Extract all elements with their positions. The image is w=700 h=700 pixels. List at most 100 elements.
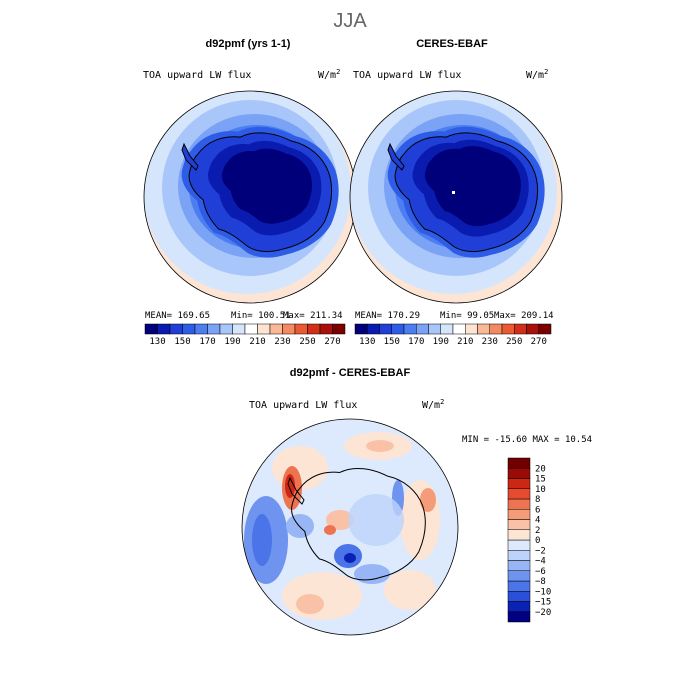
- colorbar: 130 150 170 190 210 230 250 270: [354, 323, 552, 347]
- colorbar-tick-label: 15: [535, 475, 546, 485]
- colorbar-tick-label: 250: [506, 337, 522, 347]
- colorbar-tick-label: 2: [535, 526, 540, 536]
- colorbar-swatch: [428, 323, 441, 335]
- panel-title: d92pmf - CERES-EBAF: [290, 367, 411, 379]
- colorbar-swatch: [182, 323, 196, 335]
- colorbar-swatch: [507, 468, 531, 479]
- colorbar-swatch: [319, 323, 333, 335]
- colorbar-swatch: [332, 323, 346, 335]
- anomaly-patch: [384, 570, 436, 610]
- colorbar-swatch: [207, 323, 221, 335]
- colorbar-swatch: [538, 323, 552, 335]
- colorbar-tick-label: 130: [359, 337, 375, 347]
- colorbar-swatch: [244, 323, 258, 335]
- colorbar-tick-label: 190: [224, 337, 240, 347]
- colorbar-tick-label: 10: [535, 485, 546, 495]
- units-label: W/m2: [422, 398, 444, 411]
- colorbar-swatch: [477, 323, 490, 335]
- units-text: W/m: [422, 400, 440, 411]
- figure-title: JJA: [333, 10, 367, 32]
- colorbar-swatch: [416, 323, 429, 335]
- colorbar-tick-label: 190: [433, 337, 449, 347]
- colorbar-tick-label: −6: [535, 567, 546, 577]
- anomaly-patch: [282, 572, 362, 620]
- stat-min-max: MIN = -15.60 MAX = 10.54: [462, 435, 592, 445]
- colorbar-swatch: [391, 323, 405, 335]
- colorbar-tick-label: −4: [535, 557, 546, 567]
- colorbar-tick-label: 270: [531, 337, 547, 347]
- anomaly-patch: [348, 494, 404, 546]
- colorbar-tick-label: 230: [482, 337, 498, 347]
- colorbar-tick-label: 230: [274, 337, 290, 347]
- colorbar-swatch: [367, 323, 380, 335]
- stat-min: Min= 99.05: [440, 311, 494, 321]
- stat-max: Max= 211.34: [283, 311, 343, 321]
- colorbar-tick-label: 210: [249, 337, 265, 347]
- colorbar-tick-label: 170: [408, 337, 424, 347]
- colorbar-swatch: [507, 580, 531, 592]
- anomaly-patch: [344, 553, 356, 563]
- colorbar-swatch: [507, 601, 531, 612]
- colorbar-tick-label: 150: [384, 337, 400, 347]
- colorbar-swatch: [507, 611, 531, 623]
- panel-title: CERES-EBAF: [416, 38, 488, 50]
- polar-map: [242, 419, 458, 635]
- panel-model: d92pmf (yrs 1-1) TOA upward LW flux W/m 2…: [143, 38, 357, 347]
- missing-data-marker: [452, 191, 455, 194]
- colorbar-tick-label: 170: [199, 337, 215, 347]
- panel-obs: CERES-EBAF TOA upward LW flux W/m2 MEAN=…: [349, 38, 563, 347]
- colorbar-tick-label: 6: [535, 505, 540, 515]
- colorbar-tick-label: 150: [174, 337, 190, 347]
- colorbar-tick-label: −20: [535, 608, 551, 618]
- colorbar-swatch: [465, 323, 478, 335]
- anomaly-patch: [354, 564, 390, 584]
- colorbar-swatch: [169, 323, 183, 335]
- panel-title: d92pmf (yrs 1-1): [206, 38, 291, 50]
- colorbar-swatch: [269, 323, 283, 335]
- polar-map: [144, 91, 356, 303]
- colorbar-tick-label: −10: [535, 587, 551, 597]
- stat-min: Min= 100.51: [231, 311, 291, 321]
- colorbar-swatch: [507, 509, 531, 520]
- colorbar-swatch: [294, 323, 308, 335]
- colorbar-swatch: [379, 323, 392, 335]
- colorbar-swatch: [307, 323, 321, 335]
- colorbar-tick-label: 20: [535, 464, 546, 474]
- units-label: W/m2: [526, 68, 548, 81]
- colorbar-swatch: [232, 323, 246, 335]
- colorbar-swatch: [354, 323, 368, 335]
- anomaly-patch: [420, 488, 436, 512]
- colorbar-swatch: [403, 323, 417, 335]
- colorbar-swatch: [507, 591, 531, 602]
- colorbar-tick-label: 4: [535, 516, 540, 526]
- field-label: TOA upward LW flux: [143, 70, 251, 81]
- colorbar-tick-label: 8: [535, 495, 540, 505]
- polar-map: [350, 91, 562, 303]
- colorbar-swatch: [507, 570, 531, 582]
- panel-diff: d92pmf - CERES-EBAF TOA upward LW flux W…: [241, 367, 592, 636]
- field-label: TOA upward LW flux: [249, 400, 357, 411]
- peninsula-coast: [181, 142, 199, 171]
- colorbar-swatch: [507, 519, 531, 530]
- units-text: W/m: [526, 70, 544, 81]
- units-text: W/m: [318, 70, 336, 81]
- peninsula-coast: [287, 476, 305, 505]
- anomaly-patch: [324, 525, 336, 535]
- anomaly-patch: [285, 474, 295, 498]
- colorbar-swatch: [257, 323, 271, 335]
- anomaly-patch: [296, 594, 324, 614]
- colorbar-swatch: [507, 478, 531, 489]
- peninsula-coast: [387, 142, 405, 171]
- colorbar-tick-label: −15: [535, 598, 551, 608]
- colorbar-swatch: [526, 323, 539, 335]
- colorbar-tick-label: 210: [457, 337, 473, 347]
- colorbar-swatch: [507, 560, 531, 571]
- colorbar-swatch: [157, 323, 171, 335]
- colorbar-tick-label: 250: [299, 337, 315, 347]
- colorbar-tick-label: 0: [535, 536, 540, 546]
- colorbar-swatch: [507, 529, 531, 541]
- colorbar-tick-label: −8: [535, 577, 546, 587]
- colorbar-swatch: [219, 323, 233, 335]
